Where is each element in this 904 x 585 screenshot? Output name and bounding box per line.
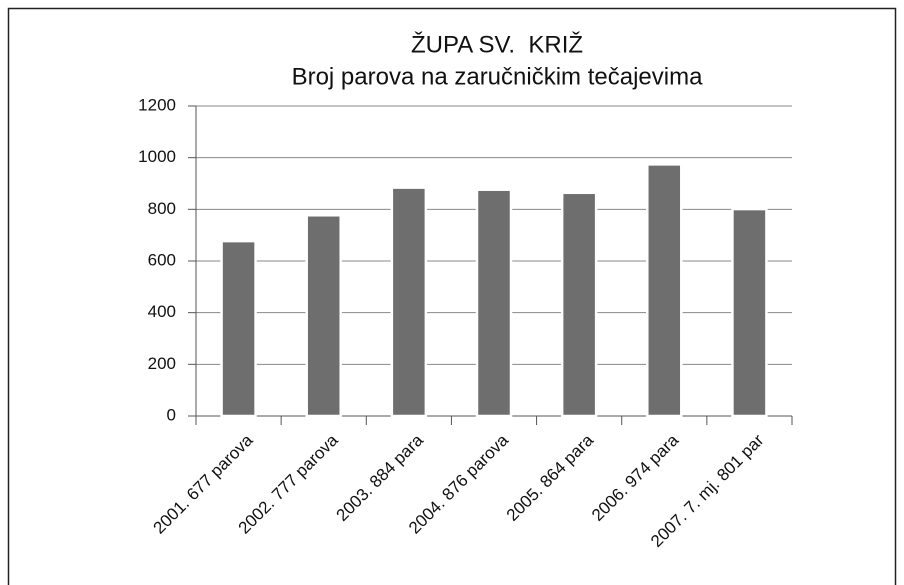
x-tick-label: 2003. 884 para <box>333 430 428 525</box>
chart-title: ŽUPA SV. KRIŽ <box>411 31 583 58</box>
frame <box>7 7 897 585</box>
bar <box>390 186 428 418</box>
y-tick-label: 0 <box>167 405 176 424</box>
bar <box>560 191 598 418</box>
bar <box>646 163 683 418</box>
y-tick-label: 600 <box>148 250 176 269</box>
y-tick-label: 1200 <box>138 95 176 114</box>
bar <box>731 207 768 418</box>
bar <box>475 188 513 418</box>
x-tick-label: 2005. 864 para <box>503 430 598 525</box>
y-tick-label: 800 <box>148 199 176 218</box>
x-tick-label: 2006. 974 para <box>588 430 683 525</box>
chart-subtitle: Broj parova na zaručničkim tečajevima <box>292 63 703 90</box>
bar <box>305 214 342 418</box>
y-tick-label: 200 <box>148 354 176 373</box>
bar <box>220 239 257 418</box>
y-tick-label: 400 <box>148 302 176 321</box>
y-tick-label: 1000 <box>138 147 176 166</box>
